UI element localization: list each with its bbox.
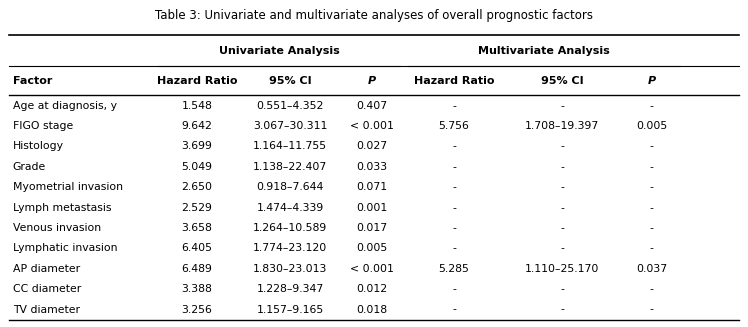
Text: Multivariate Analysis: Multivariate Analysis — [478, 46, 610, 56]
Text: -: - — [650, 162, 654, 172]
Text: < 0.001: < 0.001 — [350, 264, 394, 274]
Text: 95% CI: 95% CI — [541, 76, 583, 86]
Text: -: - — [453, 304, 456, 315]
Text: -: - — [560, 162, 564, 172]
Text: -: - — [650, 243, 654, 253]
Text: 0.033: 0.033 — [357, 162, 387, 172]
Text: -: - — [560, 223, 564, 233]
Text: Age at diagnosis, y: Age at diagnosis, y — [13, 101, 117, 111]
Text: -: - — [650, 304, 654, 315]
Text: -: - — [560, 284, 564, 294]
Text: 1.157–9.165: 1.157–9.165 — [257, 304, 324, 315]
Text: -: - — [453, 223, 456, 233]
Text: 0.918–7.644: 0.918–7.644 — [257, 182, 324, 192]
Text: -: - — [453, 141, 456, 151]
Text: < 0.001: < 0.001 — [350, 121, 394, 131]
Text: 2.650: 2.650 — [182, 182, 212, 192]
Text: -: - — [453, 162, 456, 172]
Text: -: - — [453, 243, 456, 253]
Text: -: - — [650, 284, 654, 294]
Text: 1.830–23.013: 1.830–23.013 — [253, 264, 328, 274]
Text: 9.642: 9.642 — [182, 121, 212, 131]
Text: 1.228–9.347: 1.228–9.347 — [257, 284, 324, 294]
Text: Lymphatic invasion: Lymphatic invasion — [13, 243, 117, 253]
Text: -: - — [650, 101, 654, 111]
Text: -: - — [650, 182, 654, 192]
Text: Table 3: Univariate and multivariate analyses of overall prognostic factors: Table 3: Univariate and multivariate ana… — [155, 9, 593, 23]
Text: 0.071: 0.071 — [357, 182, 387, 192]
Text: -: - — [560, 182, 564, 192]
Text: 0.551–4.352: 0.551–4.352 — [257, 101, 324, 111]
Text: Grade: Grade — [13, 162, 46, 172]
Text: P: P — [648, 76, 656, 86]
Text: 3.067–30.311: 3.067–30.311 — [253, 121, 328, 131]
Text: 1.708–19.397: 1.708–19.397 — [525, 121, 599, 131]
Text: 5.285: 5.285 — [438, 264, 470, 274]
Text: -: - — [650, 203, 654, 213]
Text: 1.474–4.339: 1.474–4.339 — [257, 203, 324, 213]
Text: 0.017: 0.017 — [357, 223, 387, 233]
Text: 0.018: 0.018 — [357, 304, 387, 315]
Text: Myometrial invasion: Myometrial invasion — [13, 182, 123, 192]
Text: -: - — [453, 203, 456, 213]
Text: 0.012: 0.012 — [357, 284, 387, 294]
Text: -: - — [453, 182, 456, 192]
Text: Hazard Ratio: Hazard Ratio — [414, 76, 494, 86]
Text: -: - — [650, 223, 654, 233]
Text: 0.027: 0.027 — [357, 141, 387, 151]
Text: -: - — [560, 243, 564, 253]
Text: Lymph metastasis: Lymph metastasis — [13, 203, 111, 213]
Text: 3.388: 3.388 — [182, 284, 212, 294]
Text: TV diameter: TV diameter — [13, 304, 79, 315]
Text: 6.489: 6.489 — [182, 264, 212, 274]
Text: FIGO stage: FIGO stage — [13, 121, 73, 131]
Text: -: - — [560, 203, 564, 213]
Text: 1.164–11.755: 1.164–11.755 — [253, 141, 327, 151]
Text: Hazard Ratio: Hazard Ratio — [157, 76, 237, 86]
Text: -: - — [453, 101, 456, 111]
Text: -: - — [560, 101, 564, 111]
Text: Univariate Analysis: Univariate Analysis — [218, 46, 340, 56]
Text: -: - — [453, 284, 456, 294]
Text: Venous invasion: Venous invasion — [13, 223, 101, 233]
Text: 3.699: 3.699 — [182, 141, 212, 151]
Text: 3.256: 3.256 — [182, 304, 212, 315]
Text: 5.756: 5.756 — [438, 121, 470, 131]
Text: 0.005: 0.005 — [357, 243, 387, 253]
Text: Factor: Factor — [13, 76, 52, 86]
Text: 1.548: 1.548 — [182, 101, 212, 111]
Text: 95% CI: 95% CI — [269, 76, 311, 86]
Text: AP diameter: AP diameter — [13, 264, 80, 274]
Text: 1.774–23.120: 1.774–23.120 — [253, 243, 328, 253]
Text: 1.110–25.170: 1.110–25.170 — [525, 264, 599, 274]
Text: 6.405: 6.405 — [182, 243, 212, 253]
Text: Histology: Histology — [13, 141, 64, 151]
Text: 2.529: 2.529 — [182, 203, 212, 213]
Text: -: - — [560, 141, 564, 151]
Text: -: - — [650, 141, 654, 151]
Text: 0.037: 0.037 — [636, 264, 667, 274]
Text: 0.407: 0.407 — [357, 101, 387, 111]
Text: 0.005: 0.005 — [636, 121, 667, 131]
Text: 1.264–10.589: 1.264–10.589 — [253, 223, 328, 233]
Text: 0.001: 0.001 — [357, 203, 387, 213]
Text: 3.658: 3.658 — [182, 223, 212, 233]
Text: 5.049: 5.049 — [182, 162, 212, 172]
Text: CC diameter: CC diameter — [13, 284, 81, 294]
Text: P: P — [368, 76, 376, 86]
Text: 1.138–22.407: 1.138–22.407 — [253, 162, 328, 172]
Text: -: - — [560, 304, 564, 315]
